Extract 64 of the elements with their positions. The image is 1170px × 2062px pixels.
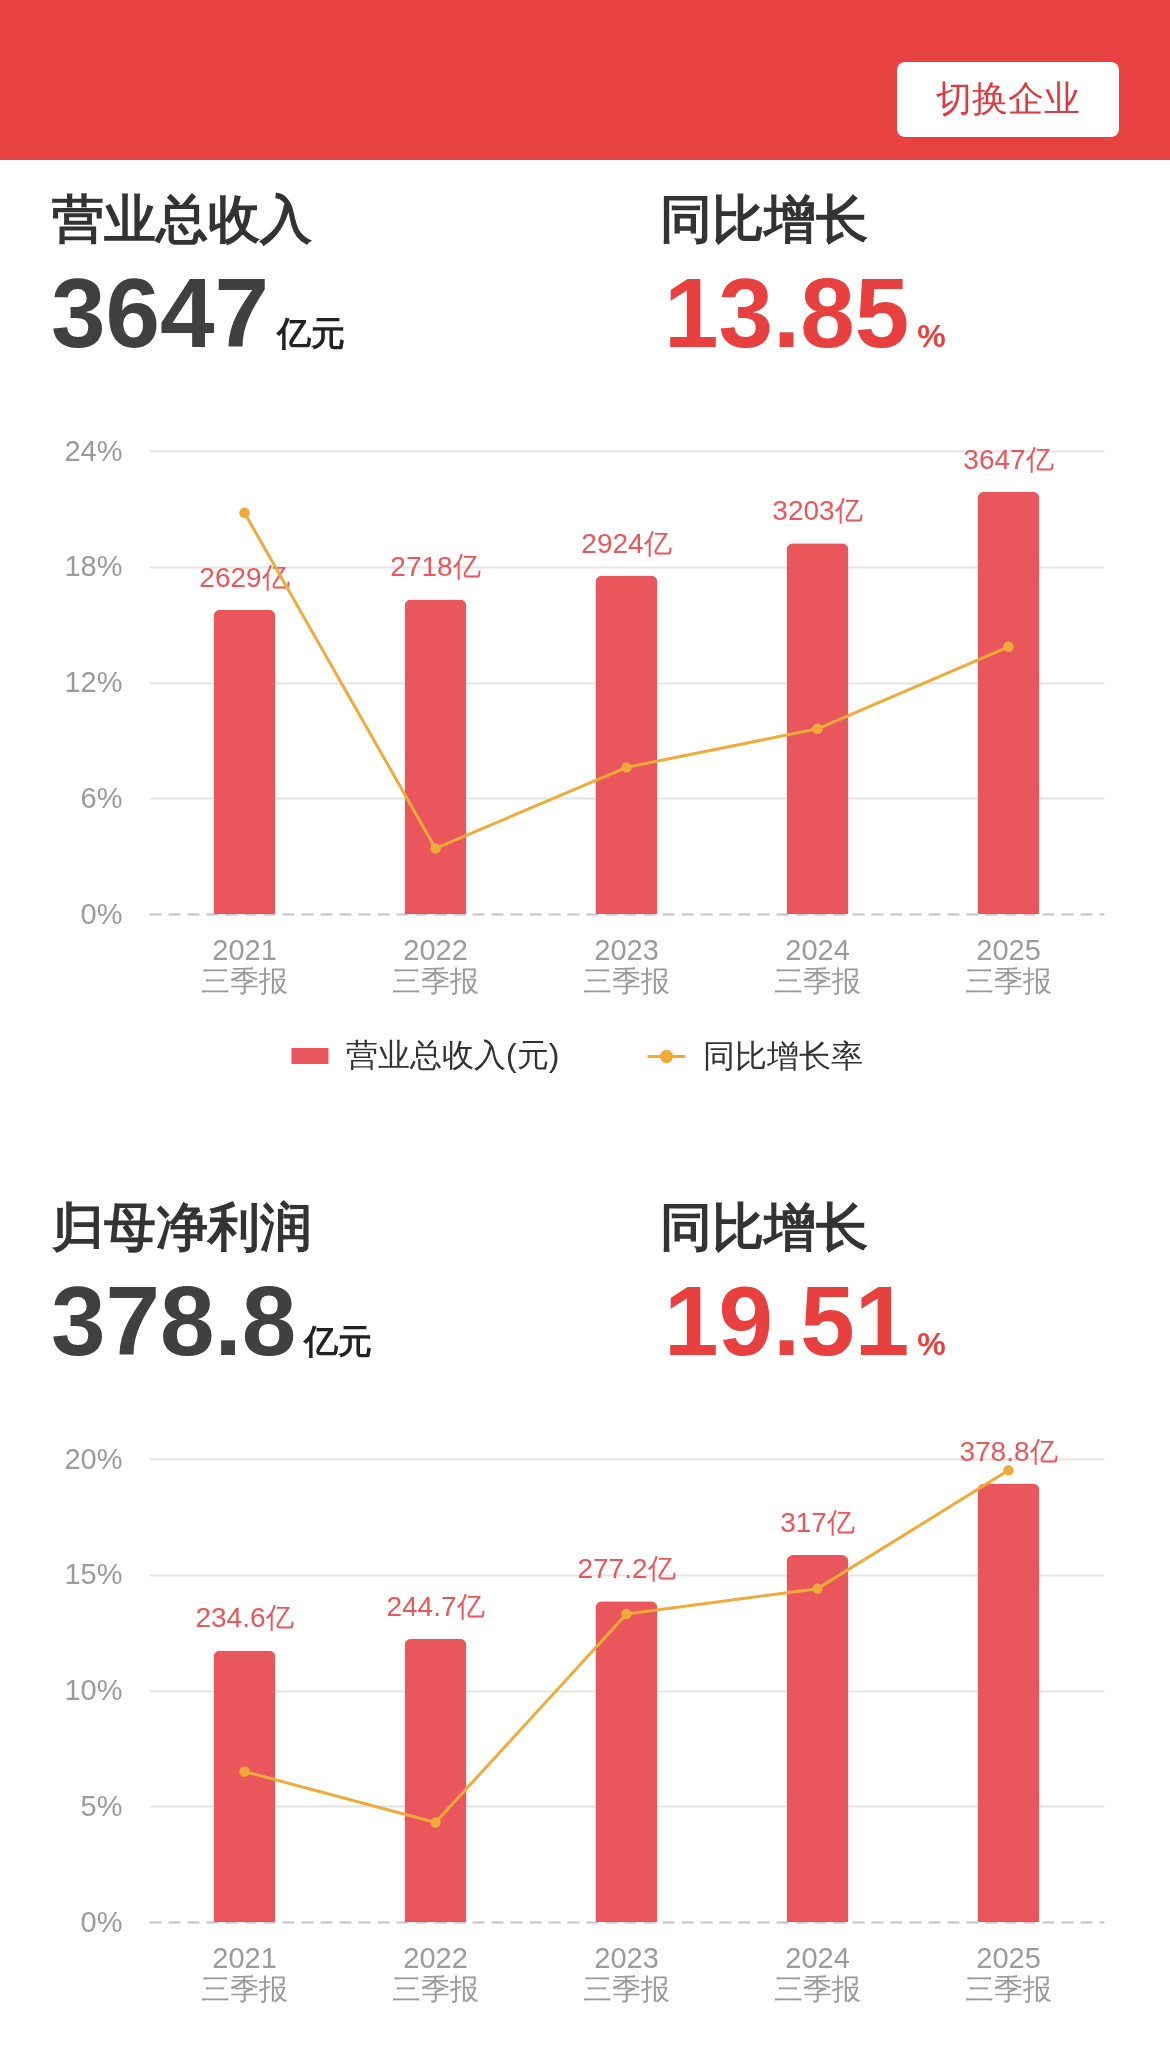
point [239, 1766, 250, 1777]
y-tick-label: 15% [64, 1558, 123, 1591]
bar [595, 1601, 658, 1922]
text: % [917, 318, 946, 354]
point [621, 1608, 632, 1620]
data-label: 2924亿 [581, 527, 672, 559]
y-tick-label: 20% [64, 1442, 123, 1475]
text: 13.85 [664, 258, 910, 368]
bar [595, 575, 658, 914]
data-label: 244.7亿 [386, 1590, 485, 1622]
point [1003, 1465, 1014, 1476]
y-tick-label: 24% [64, 434, 123, 467]
data-label: 2718亿 [390, 551, 481, 583]
bar [404, 599, 467, 914]
data-label: 378.8亿 [959, 1435, 1058, 1467]
text: 归母净利润 [51, 1198, 312, 1256]
text: 378.8 [51, 1266, 297, 1376]
data-label: 317亿 [780, 1507, 855, 1539]
y-tick-label: 0% [80, 1905, 123, 1938]
x-tick-label: 2025 三季报 [965, 933, 1052, 997]
x-tick-label: 2024 三季报 [774, 1941, 861, 2005]
data-label: 3203亿 [772, 495, 863, 527]
y-tick-label: 5% [80, 1789, 123, 1822]
text: 亿元 [302, 1322, 373, 1360]
y-tick-label: 0% [80, 897, 123, 930]
bar [404, 1638, 467, 1922]
text: 19.51 [664, 1266, 910, 1376]
text: 营业总收入 [52, 190, 313, 248]
y-tick-label: 10% [64, 1674, 123, 1706]
point [239, 507, 250, 518]
data-label: 277.2亿 [577, 1553, 676, 1585]
y-tick-label: 6% [80, 781, 123, 814]
bar [213, 609, 276, 914]
legend-label: 同比增长率 [703, 1037, 863, 1074]
text: 切换企业 [936, 78, 1080, 119]
point [1003, 641, 1014, 653]
x-tick-label: 2021 三季报 [201, 933, 288, 997]
data-label: 234.6亿 [195, 1602, 294, 1634]
x-tick-label: 2023 三季报 [583, 1941, 670, 2005]
bar [786, 543, 849, 914]
x-tick-label: 2022 三季报 [392, 933, 479, 997]
text: 同比增长 [660, 1198, 868, 1256]
y-tick-label: 12% [64, 666, 123, 698]
legend-label: 营业总收入(元) [346, 1037, 560, 1073]
point [812, 723, 823, 735]
x-tick-label: 2025 三季报 [965, 1941, 1052, 2005]
y-tick-label: 18% [64, 550, 123, 583]
bar [977, 491, 1040, 914]
text: 3647 [51, 258, 270, 368]
point [430, 1817, 441, 1828]
x-tick-label: 2021 三季报 [201, 1941, 288, 2005]
point [621, 762, 632, 773]
bar [786, 1555, 849, 1922]
x-tick-label: 2022 三季报 [392, 1941, 479, 2005]
text: 亿元 [274, 314, 345, 352]
text: % [917, 1326, 946, 1362]
text: 同比增长 [660, 190, 868, 248]
data-label: 3647亿 [963, 443, 1054, 475]
bar [977, 1483, 1040, 1922]
x-tick-label: 2023 三季报 [583, 933, 670, 997]
point [430, 843, 441, 854]
point [812, 1583, 823, 1594]
bar [213, 1650, 276, 1922]
x-tick-label: 2024 三季报 [774, 933, 861, 997]
